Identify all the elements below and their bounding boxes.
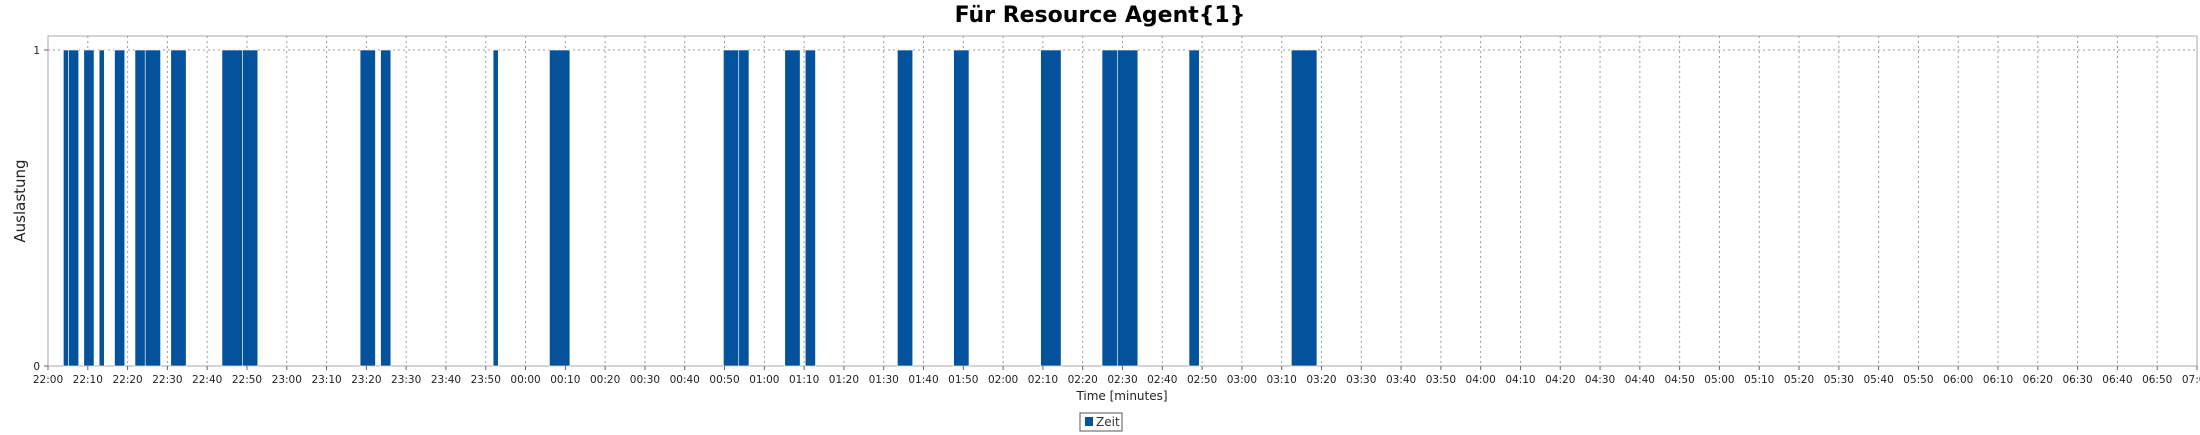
bar bbox=[170, 49, 187, 367]
legend: Zeit bbox=[1079, 412, 1123, 432]
x-tick-label: 04:40 bbox=[1625, 374, 1655, 386]
x-tick-label: 00:40 bbox=[670, 374, 700, 386]
x-tick-label: 23:00 bbox=[272, 374, 302, 386]
x-tick-label: 04:30 bbox=[1585, 374, 1615, 386]
x-tick-label: 03:30 bbox=[1346, 374, 1376, 386]
bar bbox=[63, 49, 69, 367]
x-tick-label: 06:30 bbox=[2062, 374, 2092, 386]
x-tick-label: 02:00 bbox=[988, 374, 1018, 386]
x-tick-label: 22:30 bbox=[152, 374, 182, 386]
x-tick-label: 01:00 bbox=[749, 374, 779, 386]
bar bbox=[723, 49, 740, 367]
x-tick-label: 01:50 bbox=[948, 374, 978, 386]
x-tick-label: 02:10 bbox=[1028, 374, 1058, 386]
x-tick-label: 00:10 bbox=[550, 374, 580, 386]
x-tick-label: 05:20 bbox=[1784, 374, 1814, 386]
x-tick-label: 01:40 bbox=[908, 374, 938, 386]
bar bbox=[784, 49, 801, 367]
bar bbox=[897, 49, 914, 367]
bar bbox=[1101, 49, 1118, 367]
bar bbox=[68, 49, 80, 367]
x-tick-label: 04:00 bbox=[1466, 374, 1496, 386]
y-tick-label: 0 bbox=[33, 361, 40, 373]
bars bbox=[63, 49, 1318, 367]
x-tick-label: 01:20 bbox=[829, 374, 859, 386]
x-tick-label: 23:40 bbox=[431, 374, 461, 386]
x-tick-label: 04:10 bbox=[1505, 374, 1535, 386]
bar bbox=[1117, 49, 1139, 367]
x-tick-label: 04:50 bbox=[1665, 374, 1695, 386]
bar bbox=[98, 49, 105, 367]
x-tick-label: 06:50 bbox=[2142, 374, 2172, 386]
x-tick-label: 05:50 bbox=[1903, 374, 1933, 386]
x-tick-label: 06:40 bbox=[2102, 374, 2132, 386]
x-tick-label: 22:40 bbox=[192, 374, 222, 386]
bar bbox=[242, 49, 259, 367]
bar bbox=[1291, 49, 1318, 367]
x-tick-label: 23:20 bbox=[351, 374, 381, 386]
x-tick-label: 02:20 bbox=[1068, 374, 1098, 386]
x-tick-label: 01:10 bbox=[789, 374, 819, 386]
bar bbox=[492, 49, 499, 367]
x-tick-label: 06:00 bbox=[1943, 374, 1973, 386]
x-axis-ticks: 22:00 22:10 22:20 22:30 22:40 22:50 23:00 23:10… bbox=[33, 366, 2200, 386]
x-tick-label: 23:10 bbox=[311, 374, 341, 386]
x-tick-label: 22:50 bbox=[232, 374, 262, 386]
bar bbox=[1188, 49, 1200, 367]
x-tick-label: 05:10 bbox=[1744, 374, 1774, 386]
x-tick-label: 01:30 bbox=[869, 374, 899, 386]
x-tick-label: 06:10 bbox=[1983, 374, 2013, 386]
bar bbox=[380, 49, 392, 367]
legend-entry-zeit: Zeit bbox=[1096, 415, 1120, 429]
bar bbox=[738, 49, 750, 367]
bar bbox=[804, 49, 816, 367]
y-axis-label: Auslastung bbox=[11, 159, 29, 242]
x-tick-label: 00:20 bbox=[590, 374, 620, 386]
chart-title: Für Resource Agent{1} bbox=[955, 3, 1246, 28]
x-tick-label: 02:40 bbox=[1147, 374, 1177, 386]
bar bbox=[134, 49, 146, 367]
x-tick-label: 05:00 bbox=[1704, 374, 1734, 386]
y-tick-label: 1 bbox=[33, 45, 40, 57]
x-tick-label: 03:10 bbox=[1267, 374, 1297, 386]
x-tick-label: 03:40 bbox=[1386, 374, 1416, 386]
x-tick-label: 00:50 bbox=[709, 374, 739, 386]
x-tick-label: 07:00 bbox=[2182, 374, 2200, 386]
bar bbox=[953, 49, 970, 367]
x-tick-label: 22:20 bbox=[112, 374, 142, 386]
x-tick-label: 05:30 bbox=[1824, 374, 1854, 386]
y-axis-ticks: 01 bbox=[33, 45, 48, 373]
x-axis-label: Time [minutes] bbox=[1075, 389, 1167, 403]
x-tick-label: 22:00 bbox=[33, 374, 63, 386]
x-tick-label: 03:00 bbox=[1227, 374, 1257, 386]
x-tick-label: 03:50 bbox=[1426, 374, 1456, 386]
x-tick-label: 03:20 bbox=[1306, 374, 1336, 386]
bar bbox=[221, 49, 243, 367]
bar bbox=[144, 49, 161, 367]
x-tick-label: 00:30 bbox=[630, 374, 660, 386]
x-tick-label: 05:40 bbox=[1863, 374, 1893, 386]
x-tick-label: 00:00 bbox=[510, 374, 540, 386]
bar bbox=[359, 49, 376, 367]
x-tick-label: 02:50 bbox=[1187, 374, 1217, 386]
x-tick-label: 23:50 bbox=[471, 374, 501, 386]
x-tick-label: 02:30 bbox=[1107, 374, 1137, 386]
bar bbox=[549, 49, 571, 367]
x-tick-label: 04:20 bbox=[1545, 374, 1575, 386]
x-tick-label: 23:30 bbox=[391, 374, 421, 386]
bar bbox=[1040, 49, 1062, 367]
x-tick-label: 06:20 bbox=[2023, 374, 2053, 386]
bar bbox=[114, 49, 126, 367]
legend-swatch bbox=[1085, 417, 1093, 426]
bar bbox=[83, 49, 95, 367]
x-tick-label: 22:10 bbox=[73, 374, 103, 386]
